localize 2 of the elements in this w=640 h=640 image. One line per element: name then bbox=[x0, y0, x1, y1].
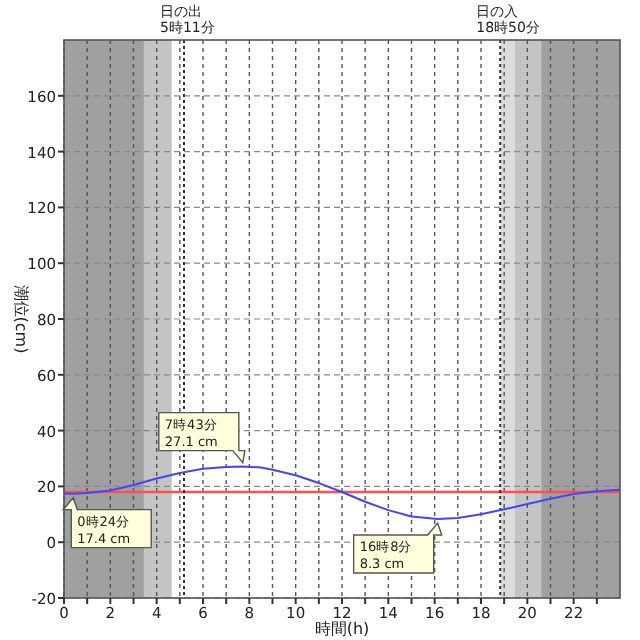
y-axis-title: 潮位(cm) bbox=[12, 284, 30, 354]
x-axis-title: 時間(h) bbox=[314, 620, 370, 638]
